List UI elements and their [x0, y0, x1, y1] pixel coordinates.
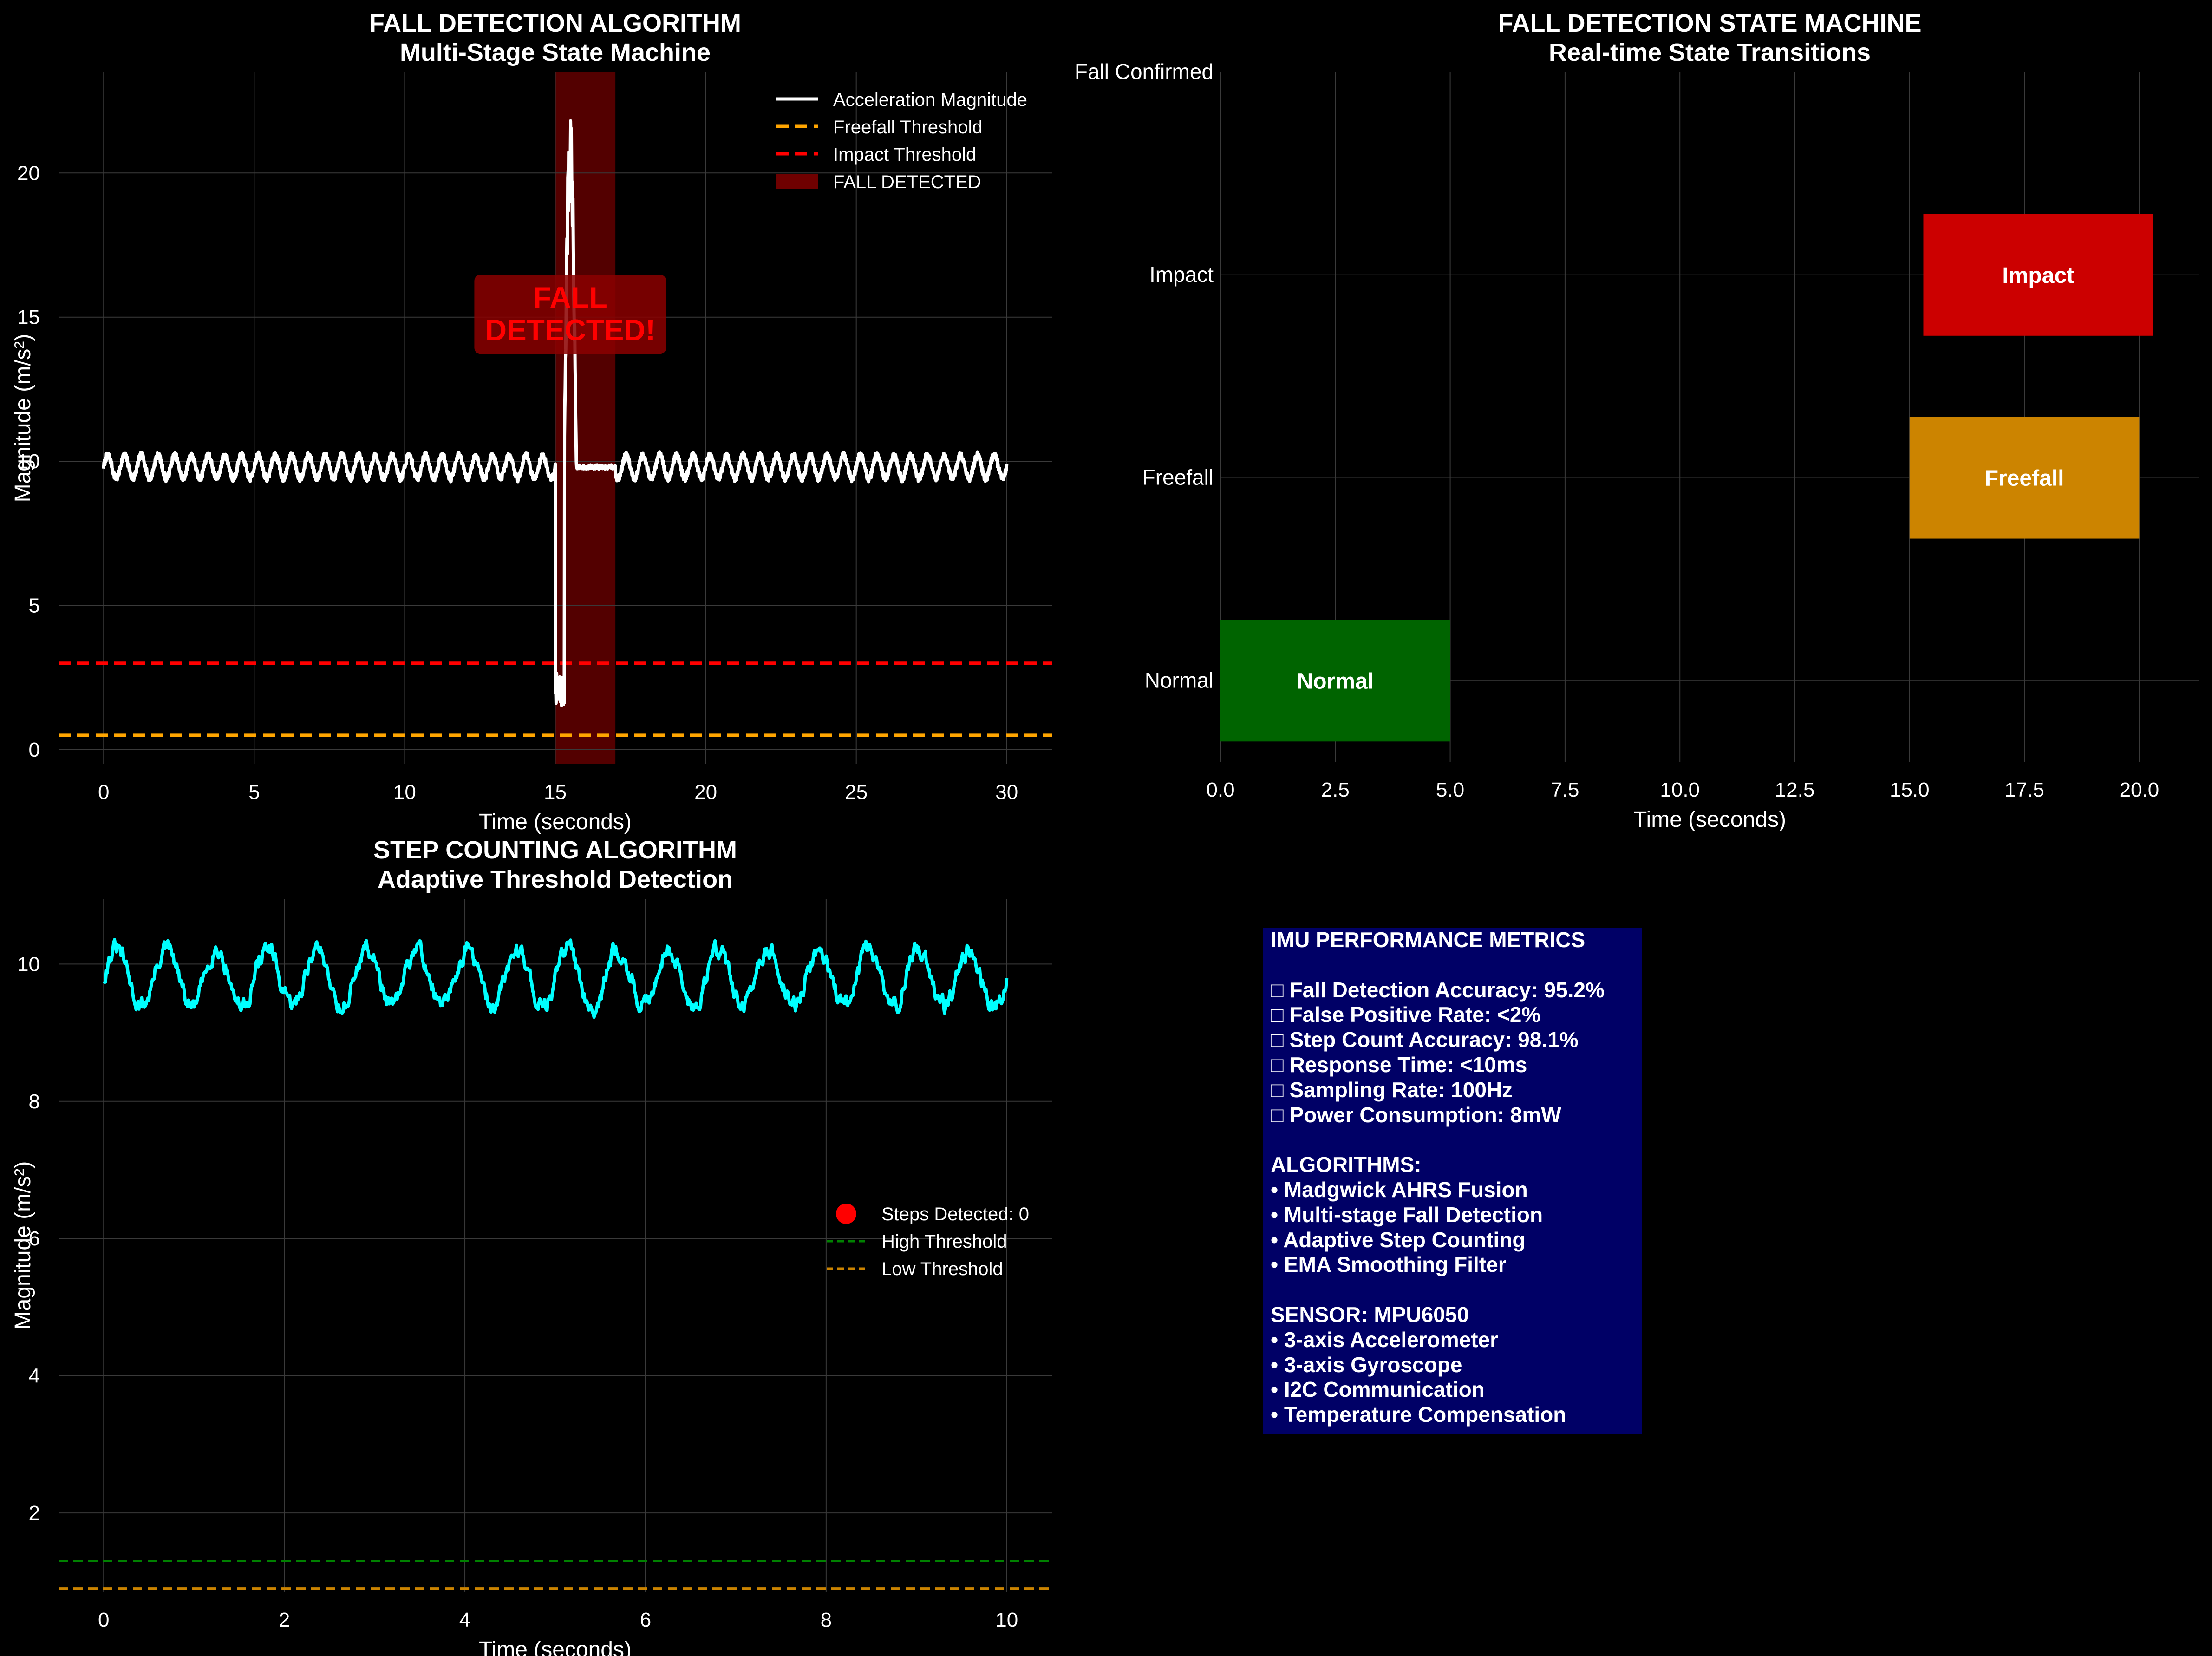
x-tick-label: 5.0: [1436, 779, 1464, 801]
chart-subtitle: Real-time State Transitions: [1549, 39, 1871, 66]
metrics-line: □ Fall Detection Accuracy: 95.2%: [1271, 977, 1605, 1002]
legend-swatch: [776, 174, 818, 189]
metrics-line: • 3-axis Accelerometer: [1271, 1327, 1499, 1352]
y-tick-label: 5: [29, 595, 40, 617]
x-tick-label: 2.5: [1321, 779, 1350, 801]
x-tick-label: 10: [995, 1609, 1018, 1631]
metrics-spacer: [1271, 1127, 1642, 1152]
state-bar-label: Impact: [2002, 263, 2074, 288]
x-tick-label: 0.0: [1206, 779, 1234, 801]
legend-label: Acceleration Magnitude: [833, 90, 1027, 110]
y-axis-label: Magnitude (m/s²): [11, 334, 35, 503]
state-category-label: Freefall: [1142, 465, 1214, 490]
legend-label: FALL DETECTED: [833, 172, 981, 192]
x-tick-label: 5: [248, 781, 260, 804]
y-axis-label: Magnitude (m/s²): [11, 1161, 35, 1330]
y-tick-label: 6: [29, 1227, 40, 1250]
chart-title: STEP COUNTING ALGORITHM: [373, 836, 737, 864]
x-tick-label: 8: [821, 1609, 832, 1631]
metrics-line: IMU PERFORMANCE METRICS: [1271, 928, 1586, 952]
step-signal-line: [102, 938, 1009, 1019]
acceleration-magnitude-line: [102, 119, 1009, 707]
metrics-line: • Multi-stage Fall Detection: [1271, 1202, 1543, 1227]
state-category-label: Impact: [1149, 262, 1214, 287]
x-tick-label: 15.0: [1890, 779, 1930, 801]
metrics-line: □ False Positive Rate: <2%: [1271, 1002, 1541, 1027]
y-tick-label: 10: [17, 953, 40, 975]
state-bar-freefall: [1909, 417, 2140, 539]
x-tick-label: 20: [694, 781, 717, 804]
fall-annotation-text: FALL DETECTED!: [485, 281, 655, 347]
x-tick-label: 10: [393, 781, 416, 804]
metrics-line: SENSOR: MPU6050: [1271, 1302, 1469, 1327]
y-tick-label: 10: [17, 450, 40, 473]
metrics-line: □ Response Time: <10ms: [1271, 1052, 1527, 1077]
state-machine-chart: 0.0 2.5 5.0 7.5 10.0 12.5 15.0 17.5 20.0 FALL DET…: [1075, 9, 2199, 832]
state-bar-impact: [1923, 214, 2153, 336]
x-tick-label: 4: [459, 1609, 470, 1631]
y-tick-label: 0: [29, 739, 40, 761]
metrics-line: • I2C Communication: [1271, 1377, 1485, 1402]
x-axis-label: Time (seconds): [1633, 807, 1786, 832]
fall-detection-chart: 0 5 10 15 20 25 30 0 5 10 15 20 FALL DETECTION ALGOR…: [11, 9, 1052, 834]
step-counting-chart: 0 2 4 6 8 10 2 4 6 8 10 STEP COUNTING ALGORITHMAdap…: [11, 836, 1052, 1656]
state-bar-label: Freefall: [1985, 466, 2064, 491]
metrics-line: □ Sampling Rate: 100Hz: [1271, 1077, 1513, 1102]
y-tick-label: 20: [17, 162, 40, 184]
chart-title: FALL DETECTION STATE MACHINE: [1498, 9, 1922, 37]
chart-subtitle: Adaptive Threshold Detection: [378, 865, 733, 893]
metrics-line: ALGORITHMS:: [1271, 1152, 1422, 1177]
x-tick-label: 17.5: [2004, 779, 2044, 801]
y-tick-label: 2: [29, 1502, 40, 1525]
metrics-line: • Madgwick AHRS Fusion: [1271, 1177, 1528, 1202]
x-tick-label: 15: [544, 781, 567, 804]
metrics-spacer: [1271, 953, 1642, 978]
metrics-line: • 3-axis Gyroscope: [1271, 1352, 1462, 1377]
state-bar-label: Normal: [1297, 669, 1374, 694]
y-tick-label: 8: [29, 1090, 40, 1113]
y-tick-label: 4: [29, 1365, 40, 1388]
legend-label: High Threshold: [881, 1231, 1007, 1252]
legend-label: Low Threshold: [881, 1259, 1003, 1279]
x-tick-label: 0: [98, 1609, 109, 1631]
chart-subtitle: Multi-Stage State Machine: [400, 39, 711, 66]
state-bar-normal: [1220, 620, 1450, 742]
metrics-line: □ Step Count Accuracy: 98.1%: [1271, 1028, 1579, 1052]
x-tick-label: 20.0: [2120, 779, 2160, 801]
metrics-panel: IMU PERFORMANCE METRICS □ Fall Detection …: [1263, 928, 1642, 1434]
state-category-label: Fall Confirmed: [1075, 59, 1214, 84]
legend-label: Impact Threshold: [833, 144, 976, 165]
fall-annotation-line: DETECTED!: [485, 314, 655, 347]
x-tick-label: 30: [995, 781, 1018, 804]
chart-title: FALL DETECTION ALGORITHM: [369, 9, 741, 37]
metrics-spacer: [1271, 1277, 1642, 1303]
x-tick-label: 6: [640, 1609, 651, 1631]
x-tick-label: 10.0: [1660, 779, 1700, 801]
x-tick-label: 12.5: [1775, 779, 1815, 801]
x-tick-label: 25: [845, 781, 868, 804]
legend-swatch: [836, 1204, 856, 1224]
metrics-line: • Temperature Compensation: [1271, 1402, 1566, 1427]
fall-annotation-line: FALL: [533, 281, 607, 314]
legend-label: Steps Detected: 0: [881, 1204, 1029, 1224]
x-axis-label: Time (seconds): [479, 810, 632, 834]
metrics-line: • Adaptive Step Counting: [1271, 1227, 1526, 1252]
metrics-line: • EMA Smoothing Filter: [1271, 1252, 1507, 1277]
x-tick-label: 7.5: [1551, 779, 1579, 801]
x-tick-label: 0: [98, 781, 109, 804]
metrics-line: □ Power Consumption: 8mW: [1271, 1102, 1561, 1127]
state-category-label: Normal: [1145, 668, 1214, 692]
legend-label: Freefall Threshold: [833, 117, 983, 137]
y-tick-label: 15: [17, 306, 40, 329]
x-tick-label: 2: [279, 1609, 290, 1631]
x-axis-label: Time (seconds): [479, 1637, 632, 1656]
fall-annotation-box: [474, 275, 666, 354]
